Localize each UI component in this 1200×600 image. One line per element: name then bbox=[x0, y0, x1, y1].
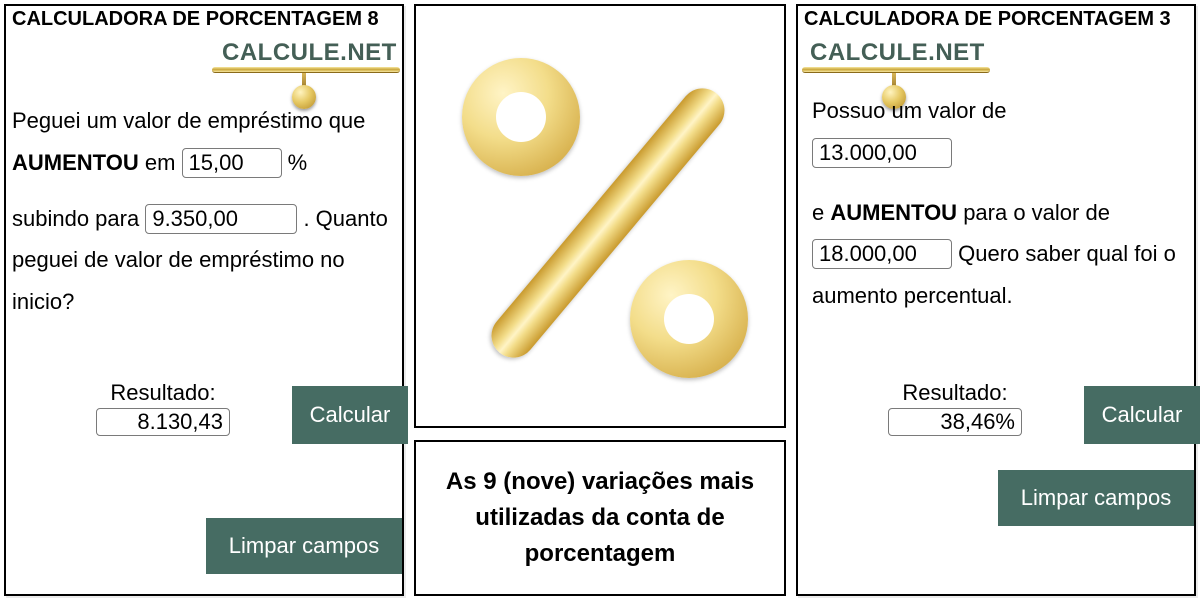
calc3-result-label: Resultado: bbox=[888, 380, 1022, 406]
calculator-8-title: CALCULADORA DE PORCENTAGEM 8 bbox=[6, 6, 402, 33]
final-value-input[interactable] bbox=[145, 204, 297, 234]
calc3-bold: AUMENTOU bbox=[830, 200, 957, 225]
final-value-input[interactable] bbox=[812, 239, 952, 269]
calculator-3-panel: CALCULADORA DE PORCENTAGEM 3 CALCULE.NET… bbox=[796, 4, 1196, 596]
calculator-8-body: Peguei um valor de empréstimo que AUMENT… bbox=[12, 100, 396, 323]
calc8-result-field bbox=[96, 408, 230, 436]
tagline-box: As 9 (nove) variações mais utilizadas da… bbox=[414, 440, 786, 596]
calc8-line2-pre: subindo para bbox=[12, 206, 145, 231]
brand-logo: CALCULE.NET bbox=[6, 33, 402, 105]
brand-bar-icon bbox=[802, 67, 990, 73]
calc8-bold: AUMENTOU bbox=[12, 150, 139, 175]
initial-value-input[interactable] bbox=[812, 138, 952, 168]
clear-button[interactable]: Limpar campos bbox=[206, 518, 402, 574]
calc3-line2-post: para o valor de bbox=[957, 200, 1110, 225]
calc3-line1: Possuo um valor de bbox=[812, 90, 1188, 132]
brand-text: CALCULE.NET bbox=[810, 39, 985, 67]
calc8-text-post: em bbox=[139, 150, 182, 175]
clear-button[interactable]: Limpar campos bbox=[998, 470, 1194, 526]
percent-input[interactable] bbox=[182, 148, 282, 178]
tagline-text: As 9 (nove) variações mais utilizadas da… bbox=[434, 464, 766, 572]
calculate-button[interactable]: Calcular bbox=[292, 386, 408, 444]
calc8-result-block: Resultado: bbox=[96, 380, 230, 436]
calculator-3-body: Possuo um valor de e AUMENTOU para o val… bbox=[812, 90, 1188, 317]
brand-text: CALCULE.NET bbox=[222, 39, 397, 67]
brand-bar-icon bbox=[212, 67, 400, 73]
calc3-result-row: Resultado: Calcular bbox=[798, 380, 1194, 436]
calc8-result-row: Resultado: Calcular bbox=[6, 380, 402, 436]
calc3-result-block: Resultado: bbox=[888, 380, 1022, 436]
calc8-pct-suffix: % bbox=[282, 150, 308, 175]
center-column: As 9 (nove) variações mais utilizadas da… bbox=[414, 4, 786, 596]
calc8-result-label: Resultado: bbox=[96, 380, 230, 406]
calc8-text-pre: Peguei um valor de empréstimo que bbox=[12, 108, 365, 133]
calculate-button[interactable]: Calcular bbox=[1084, 386, 1200, 444]
calculator-8-panel: CALCULADORA DE PORCENTAGEM 8 CALCULE.NET… bbox=[4, 4, 404, 596]
calc3-line2-pre: e bbox=[812, 200, 830, 225]
percent-icon bbox=[450, 36, 750, 396]
percent-symbol-box bbox=[414, 4, 786, 428]
calc3-result-field bbox=[888, 408, 1022, 436]
calculator-3-title: CALCULADORA DE PORCENTAGEM 3 bbox=[798, 6, 1194, 33]
stage: CALCULADORA DE PORCENTAGEM 8 CALCULE.NET… bbox=[0, 0, 1200, 600]
